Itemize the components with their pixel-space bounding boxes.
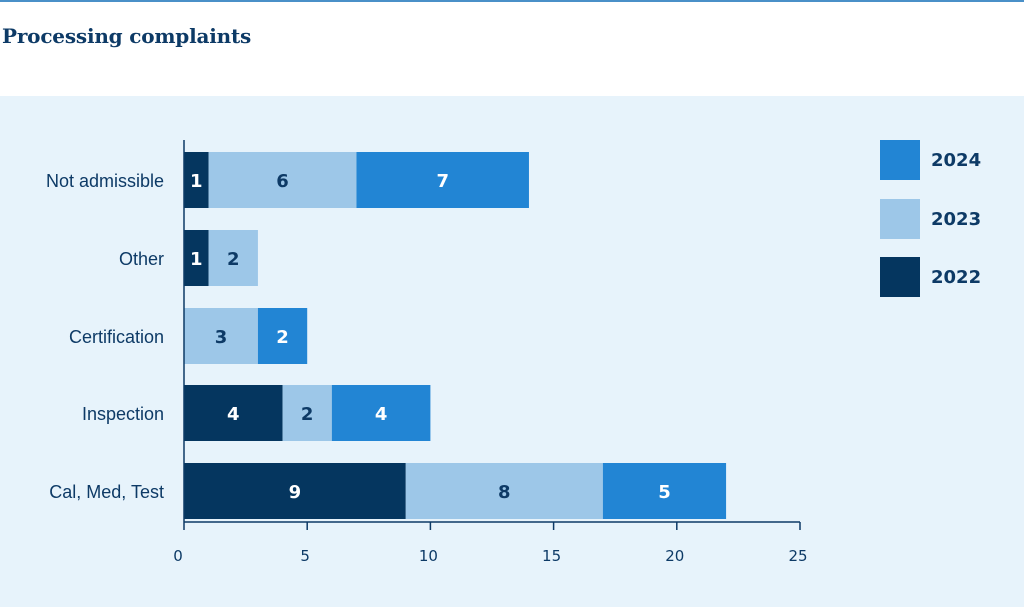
bar-2024 xyxy=(331,385,431,441)
category-label: Not admissible xyxy=(46,171,164,191)
bar-2023 xyxy=(208,152,357,208)
legend-label-2023: 2023 xyxy=(931,209,981,230)
x-tick-label: 20 xyxy=(665,547,684,565)
bar-value-label: 1 xyxy=(190,171,203,192)
bar-value-label: 4 xyxy=(227,404,240,425)
bar-value-label: 5 xyxy=(658,482,671,503)
bar-2024 xyxy=(356,152,529,208)
chart-title: Processing complaints xyxy=(2,24,252,48)
bar-value-label: 9 xyxy=(289,482,302,503)
bar-value-label: 6 xyxy=(276,171,289,192)
bar-2023 xyxy=(184,308,258,364)
legend-swatch-2023 xyxy=(880,199,920,239)
bar-value-label: 7 xyxy=(436,171,449,192)
bar-value-label: 4 xyxy=(375,404,388,425)
bar-value-label: 2 xyxy=(301,404,314,425)
category-label: Cal, Med, Test xyxy=(49,482,164,502)
x-tick-label: 5 xyxy=(300,547,310,565)
bar-2022 xyxy=(184,230,209,286)
bar-value-label: 2 xyxy=(276,327,289,348)
legend-swatch-2022 xyxy=(880,257,920,297)
x-tick-label: 10 xyxy=(419,547,438,565)
bar-2023 xyxy=(405,463,603,519)
bar-value-label: 1 xyxy=(190,249,203,270)
x-tick-label: 15 xyxy=(542,547,561,565)
legend-label-2024: 2024 xyxy=(931,150,981,171)
bar-value-label: 8 xyxy=(498,482,511,503)
bar-2022 xyxy=(184,463,406,519)
category-label: Inspection xyxy=(82,404,164,424)
bar-value-label: 3 xyxy=(215,327,228,348)
bar-2023 xyxy=(282,385,332,441)
category-label: Certification xyxy=(69,327,164,347)
category-label: Other xyxy=(119,249,164,269)
bar-2024 xyxy=(602,463,727,519)
bar-2023 xyxy=(208,230,258,286)
top-rule xyxy=(0,0,1024,2)
legend-label-2022: 2022 xyxy=(931,267,981,288)
bar-value-label: 2 xyxy=(227,249,240,270)
bar-2022 xyxy=(184,385,283,441)
x-tick-label: 0 xyxy=(173,547,183,565)
bar-2024 xyxy=(257,308,308,364)
bar-2022 xyxy=(184,152,209,208)
legend-swatch-2024 xyxy=(880,140,920,180)
x-tick-label: 25 xyxy=(788,547,807,565)
